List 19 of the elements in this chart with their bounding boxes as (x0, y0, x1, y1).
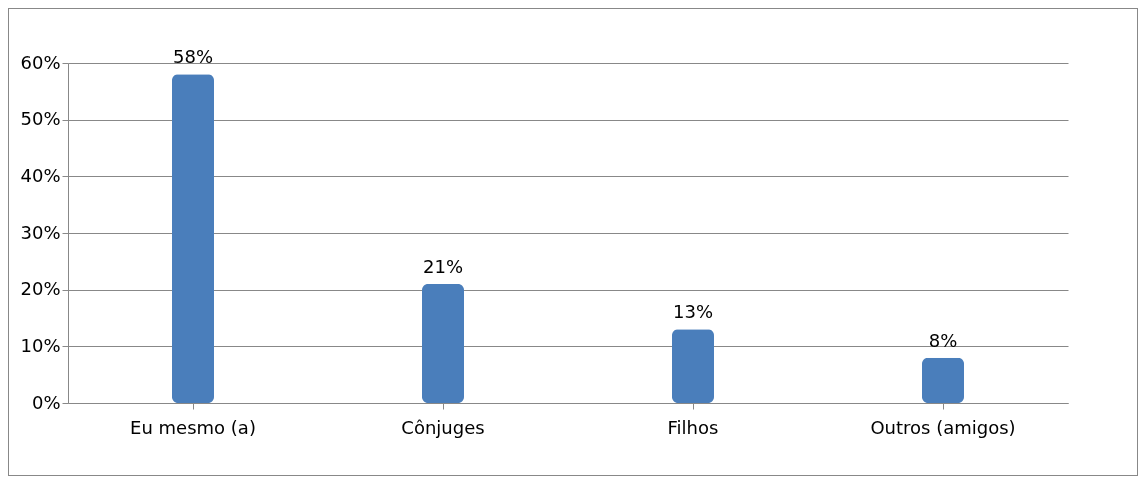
y-tick-label: 20% (20, 278, 61, 300)
bar (672, 329, 714, 403)
x-tick-label: Cônjuges (401, 416, 485, 438)
data-label: 8% (928, 329, 958, 351)
y-tick-label: 50% (20, 108, 61, 130)
data-label: 13% (672, 301, 714, 323)
bar (172, 74, 214, 403)
data-label: 21% (422, 256, 464, 277)
x-tick-label: Outros (amigos) (870, 416, 1016, 438)
data-label: 58% (172, 46, 214, 68)
y-tick-label: 30% (20, 221, 61, 243)
y-tick-label: 0% (31, 391, 61, 413)
x-tick-label: Eu mesmo (a) (130, 416, 256, 438)
y-tick-label: 10% (20, 334, 61, 356)
bar (922, 357, 964, 403)
y-tick-label: 60% (20, 51, 61, 73)
y-tick-label: 40% (20, 164, 61, 186)
x-tick-label: Filhos (667, 416, 719, 438)
bar (422, 284, 464, 403)
